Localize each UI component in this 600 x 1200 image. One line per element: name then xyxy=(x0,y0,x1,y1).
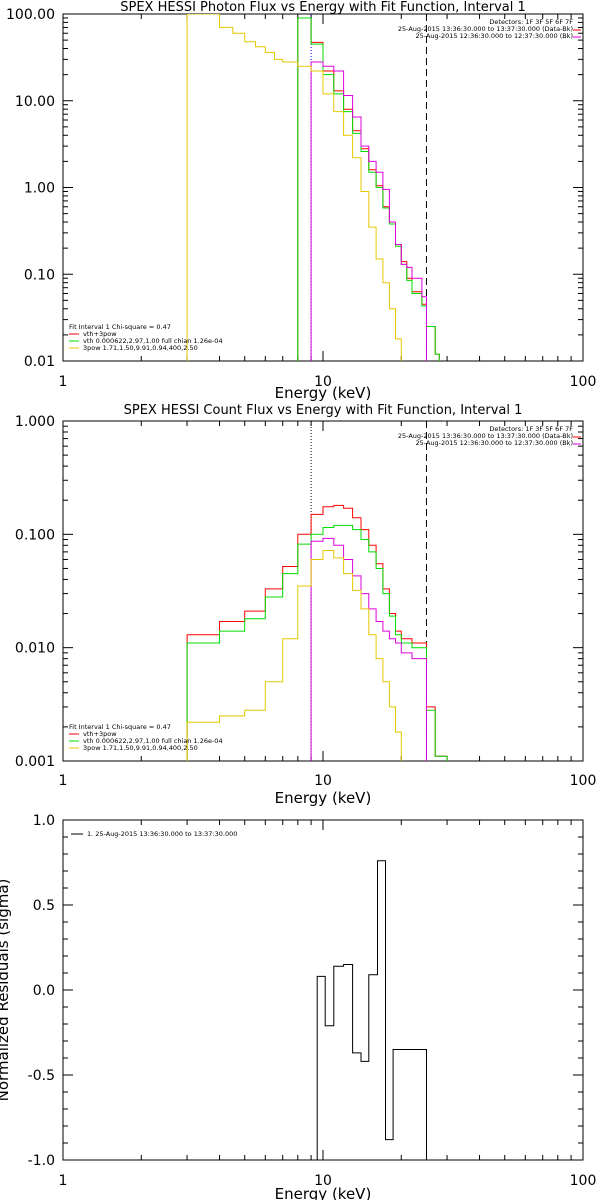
y-tick-label: 0.0 xyxy=(33,983,55,999)
plot-frame xyxy=(62,420,584,762)
y-axis-title: Normalized Residuals (sigma) xyxy=(0,879,12,1102)
legend-entry: 1. 25-Aug-2015 13:36:30.000 to 13:37:30.… xyxy=(87,830,237,838)
y-tick-label: -0.5 xyxy=(28,1068,55,1084)
legend-entry: 3pow 1.71,1.50,9.91,0.94,400,2.50 xyxy=(83,744,198,752)
series-red-line xyxy=(186,504,448,761)
y-tick-label: 100.00 xyxy=(6,7,55,23)
legend-entry: vth+3pow xyxy=(83,330,117,338)
x-tick-label: 1 xyxy=(59,374,68,390)
legend-header: Fit Interval 1 Chi-square = 0.47 xyxy=(69,723,171,731)
y-tick-label: 1.000 xyxy=(15,414,55,430)
chart-title: SPEX HESSI Count Flux vs Energy with Fit… xyxy=(124,403,523,418)
plot-frame xyxy=(62,819,584,1161)
annotation-text: 25-Aug-2015 13:36:30.000 to 13:37:30.000… xyxy=(398,25,573,33)
series-magenta-line xyxy=(310,537,427,761)
y-tick-label: 1.0 xyxy=(33,813,55,829)
y-tick-label: 0.001 xyxy=(15,754,55,770)
y-tick-label: 0.10 xyxy=(24,267,55,283)
annotation-text: 25-Aug-2015 12:36:30.000 to 12:37:30.000… xyxy=(416,32,573,40)
legend-entry: vth 0.000622,2.97,1.00 full chian 1.26e-… xyxy=(83,737,223,745)
y-tick-label: 1.00 xyxy=(24,181,55,197)
series-magenta-line xyxy=(310,61,427,361)
annotation-text: 25-Aug-2015 12:36:30.000 to 12:37:30.000… xyxy=(416,439,573,447)
x-tick-label: 100 xyxy=(570,1173,597,1189)
x-tick-label: 10 xyxy=(314,1173,332,1189)
series-green-line xyxy=(186,524,448,761)
annotation-text: Detectors: 1F 3F 5F 6F 7F xyxy=(489,18,573,26)
legend-entry: 3pow 1.71,1.50,9.91,0.94,400,2.50 xyxy=(83,344,198,352)
y-tick-label: 0.010 xyxy=(15,641,55,657)
y-tick-label: -1.0 xyxy=(28,1153,55,1169)
x-axis-title: Energy (keV) xyxy=(275,1185,372,1200)
y-tick-label: 0.01 xyxy=(24,354,55,370)
panel-3: 1 10 100 -1.0 -0.5 0.0 0.5 1.0 Energy (keV) Norma… xyxy=(0,813,596,1200)
y-tick-label: 0.100 xyxy=(15,527,55,543)
series-green-line xyxy=(297,17,440,361)
series-black-line xyxy=(316,860,427,1160)
panel-2: SPEX HESSI Count Flux vs Energy with Fit… xyxy=(15,403,596,807)
x-tick-label: 100 xyxy=(570,374,597,390)
y-tick-label: 0.5 xyxy=(33,898,55,914)
series-yellow-line xyxy=(186,14,402,361)
x-tick-label: 1 xyxy=(59,773,68,789)
x-tick-label: 1 xyxy=(59,1173,68,1189)
legend-entry: vth 0.000622,2.97,1.00 full chian 1.26e-… xyxy=(83,337,223,345)
annotation-text: Detectors: 1F 3F 5F 6F 7F xyxy=(489,425,573,433)
x-axis-title: Energy (keV) xyxy=(275,789,372,807)
chart-title: SPEX HESSI Photon Flux vs Energy with Fi… xyxy=(120,0,526,15)
legend-header: Fit Interval 1 Chi-square = 0.47 xyxy=(69,323,171,331)
x-tick-label: 10 xyxy=(314,374,332,390)
legend-entry: vth+3pow xyxy=(83,730,117,738)
data-layer xyxy=(186,14,440,361)
data-layer xyxy=(316,860,427,1160)
y-tick-label: 10.00 xyxy=(15,94,55,110)
x-tick-label: 100 xyxy=(570,773,597,789)
panel-1: SPEX HESSI Photon Flux vs Energy with Fi… xyxy=(6,0,597,402)
x-tick-label: 10 xyxy=(314,773,332,789)
x-axis-title: Energy (keV) xyxy=(275,384,372,402)
series-yellow-line xyxy=(186,550,402,761)
data-layer xyxy=(186,504,448,761)
annotation-text: 25-Aug-2015 13:36:30.000 to 13:37:30.000… xyxy=(398,432,573,440)
